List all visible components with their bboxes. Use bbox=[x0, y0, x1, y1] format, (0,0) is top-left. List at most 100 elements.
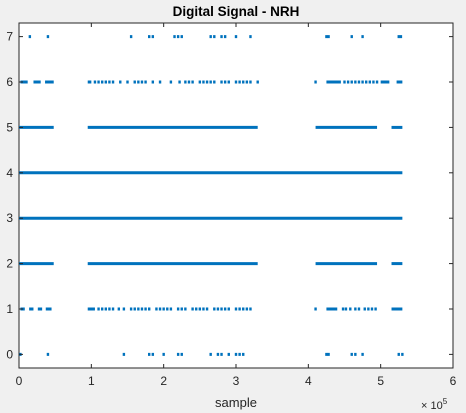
data-point-0-14 bbox=[242, 352, 245, 356]
data-point-1-15 bbox=[162, 307, 165, 311]
data-point-6-8 bbox=[133, 80, 136, 84]
data-point-6-20 bbox=[202, 80, 205, 84]
data-point-7-16 bbox=[350, 35, 353, 39]
data-point-1-6 bbox=[122, 307, 126, 311]
y-tick-label: 6 bbox=[6, 75, 13, 89]
data-point-7-13 bbox=[249, 35, 252, 39]
data-point-6-28 bbox=[238, 80, 241, 84]
x-tick-label: 2 bbox=[160, 374, 167, 388]
data-point-1-40 bbox=[354, 307, 357, 311]
data-point-0-9 bbox=[216, 352, 220, 356]
data-point-7-0 bbox=[28, 35, 32, 39]
data-point-6-25 bbox=[223, 80, 227, 84]
data-point-1-10 bbox=[140, 307, 144, 311]
data-point-0-20 bbox=[397, 352, 400, 356]
data-point-6-11 bbox=[144, 80, 147, 84]
x-tick-label: 5 bbox=[377, 374, 384, 388]
data-point-1-19 bbox=[180, 307, 183, 311]
y-tick-label: 4 bbox=[6, 166, 13, 180]
data-point-6-36 bbox=[350, 80, 353, 84]
data-point-0-7 bbox=[180, 352, 183, 356]
data-point-0-15 bbox=[325, 352, 328, 356]
data-point-0-12 bbox=[234, 352, 238, 356]
data-point-6-38 bbox=[357, 80, 361, 84]
data-point-6-17 bbox=[187, 80, 191, 84]
x-exponent-power: 5 bbox=[443, 397, 448, 406]
data-point-1-4 bbox=[111, 307, 115, 311]
data-point-1-23 bbox=[198, 307, 202, 311]
data-point-7-5 bbox=[173, 35, 176, 39]
x-exponent-base: × 10 bbox=[421, 400, 443, 412]
data-point-6-29 bbox=[242, 80, 245, 84]
data-point-7-19 bbox=[399, 35, 403, 39]
data-point-1-5 bbox=[117, 307, 121, 311]
data-point-1-39 bbox=[349, 307, 352, 311]
data-point-1-38 bbox=[344, 307, 348, 311]
data-point-6-23 bbox=[213, 80, 216, 84]
data-point-0-10 bbox=[220, 352, 223, 356]
data-point-6-43 bbox=[375, 80, 379, 84]
x-axis-ticks: 0 1 2 3 4 5 6 bbox=[16, 23, 457, 388]
data-point-6-22 bbox=[209, 80, 212, 84]
data-point-1-11 bbox=[144, 307, 147, 311]
data-point-6-26 bbox=[227, 80, 230, 84]
data-point-0-11 bbox=[227, 352, 230, 356]
y-tick-label: 0 bbox=[6, 347, 13, 361]
data-point-7-7 bbox=[180, 35, 183, 39]
data-point-6-9 bbox=[137, 80, 140, 84]
chart-title: Digital Signal - NRH bbox=[173, 4, 300, 19]
data-point-0-21 bbox=[401, 352, 404, 356]
data-point-1-37 bbox=[341, 307, 345, 311]
data-point-6-21 bbox=[205, 80, 209, 84]
data-point-6-15 bbox=[178, 80, 181, 84]
data-point-7-2 bbox=[129, 35, 133, 39]
data-point-0-13 bbox=[238, 352, 241, 356]
data-point-1-20 bbox=[184, 307, 187, 311]
data-point-7-3 bbox=[148, 35, 151, 39]
data-point-1-36 bbox=[314, 307, 317, 311]
data-point-0-5 bbox=[162, 352, 165, 356]
y-axis-ticks: 0 1 2 3 4 5 6 7 bbox=[6, 30, 453, 361]
data-point-7-14 bbox=[325, 35, 328, 39]
data-point-6-30 bbox=[245, 80, 249, 84]
x-tick-label: 0 bbox=[16, 374, 23, 388]
data-point-1-12 bbox=[148, 307, 151, 311]
data-point-6-42 bbox=[372, 80, 375, 84]
data-point-7-10 bbox=[220, 35, 223, 39]
data-point-1-1 bbox=[100, 307, 104, 311]
x-axis-exponent: × 105 bbox=[421, 397, 448, 412]
data-point-6-27 bbox=[234, 80, 238, 84]
data-point-6-5 bbox=[111, 80, 115, 84]
data-point-1-30 bbox=[227, 307, 230, 311]
data-point-0-3 bbox=[148, 352, 151, 356]
data-point-6-10 bbox=[140, 80, 144, 84]
data-point-6-0 bbox=[93, 80, 97, 84]
data-point-6-34 bbox=[343, 80, 346, 84]
y-tick-label: 7 bbox=[6, 30, 13, 44]
data-point-6-18 bbox=[191, 80, 194, 84]
data-point-1-25 bbox=[205, 307, 209, 311]
data-point-1-9 bbox=[137, 307, 140, 311]
data-point-6-35 bbox=[346, 80, 350, 84]
data-point-1-0 bbox=[97, 307, 100, 311]
data-point-1-24 bbox=[202, 307, 205, 311]
data-point-6-2 bbox=[100, 80, 104, 84]
data-point-1-31 bbox=[234, 307, 238, 311]
data-point-1-35 bbox=[249, 307, 252, 311]
data-point-6-13 bbox=[158, 80, 162, 84]
x-tick-label: 6 bbox=[450, 374, 457, 388]
data-point-0-6 bbox=[176, 352, 180, 356]
data-point-1-42 bbox=[363, 307, 366, 311]
data-point-1-14 bbox=[158, 307, 162, 311]
data-point-7-8 bbox=[209, 35, 212, 39]
data-point-7-6 bbox=[176, 35, 180, 39]
data-point-1-18 bbox=[176, 307, 180, 311]
data-point-0-18 bbox=[354, 352, 357, 356]
data-point-7-15 bbox=[327, 35, 330, 39]
data-point-1-26 bbox=[213, 307, 216, 311]
data-point-6-7 bbox=[126, 80, 129, 84]
x-tick-label: 3 bbox=[233, 374, 240, 388]
data-point-6-33 bbox=[314, 80, 317, 84]
